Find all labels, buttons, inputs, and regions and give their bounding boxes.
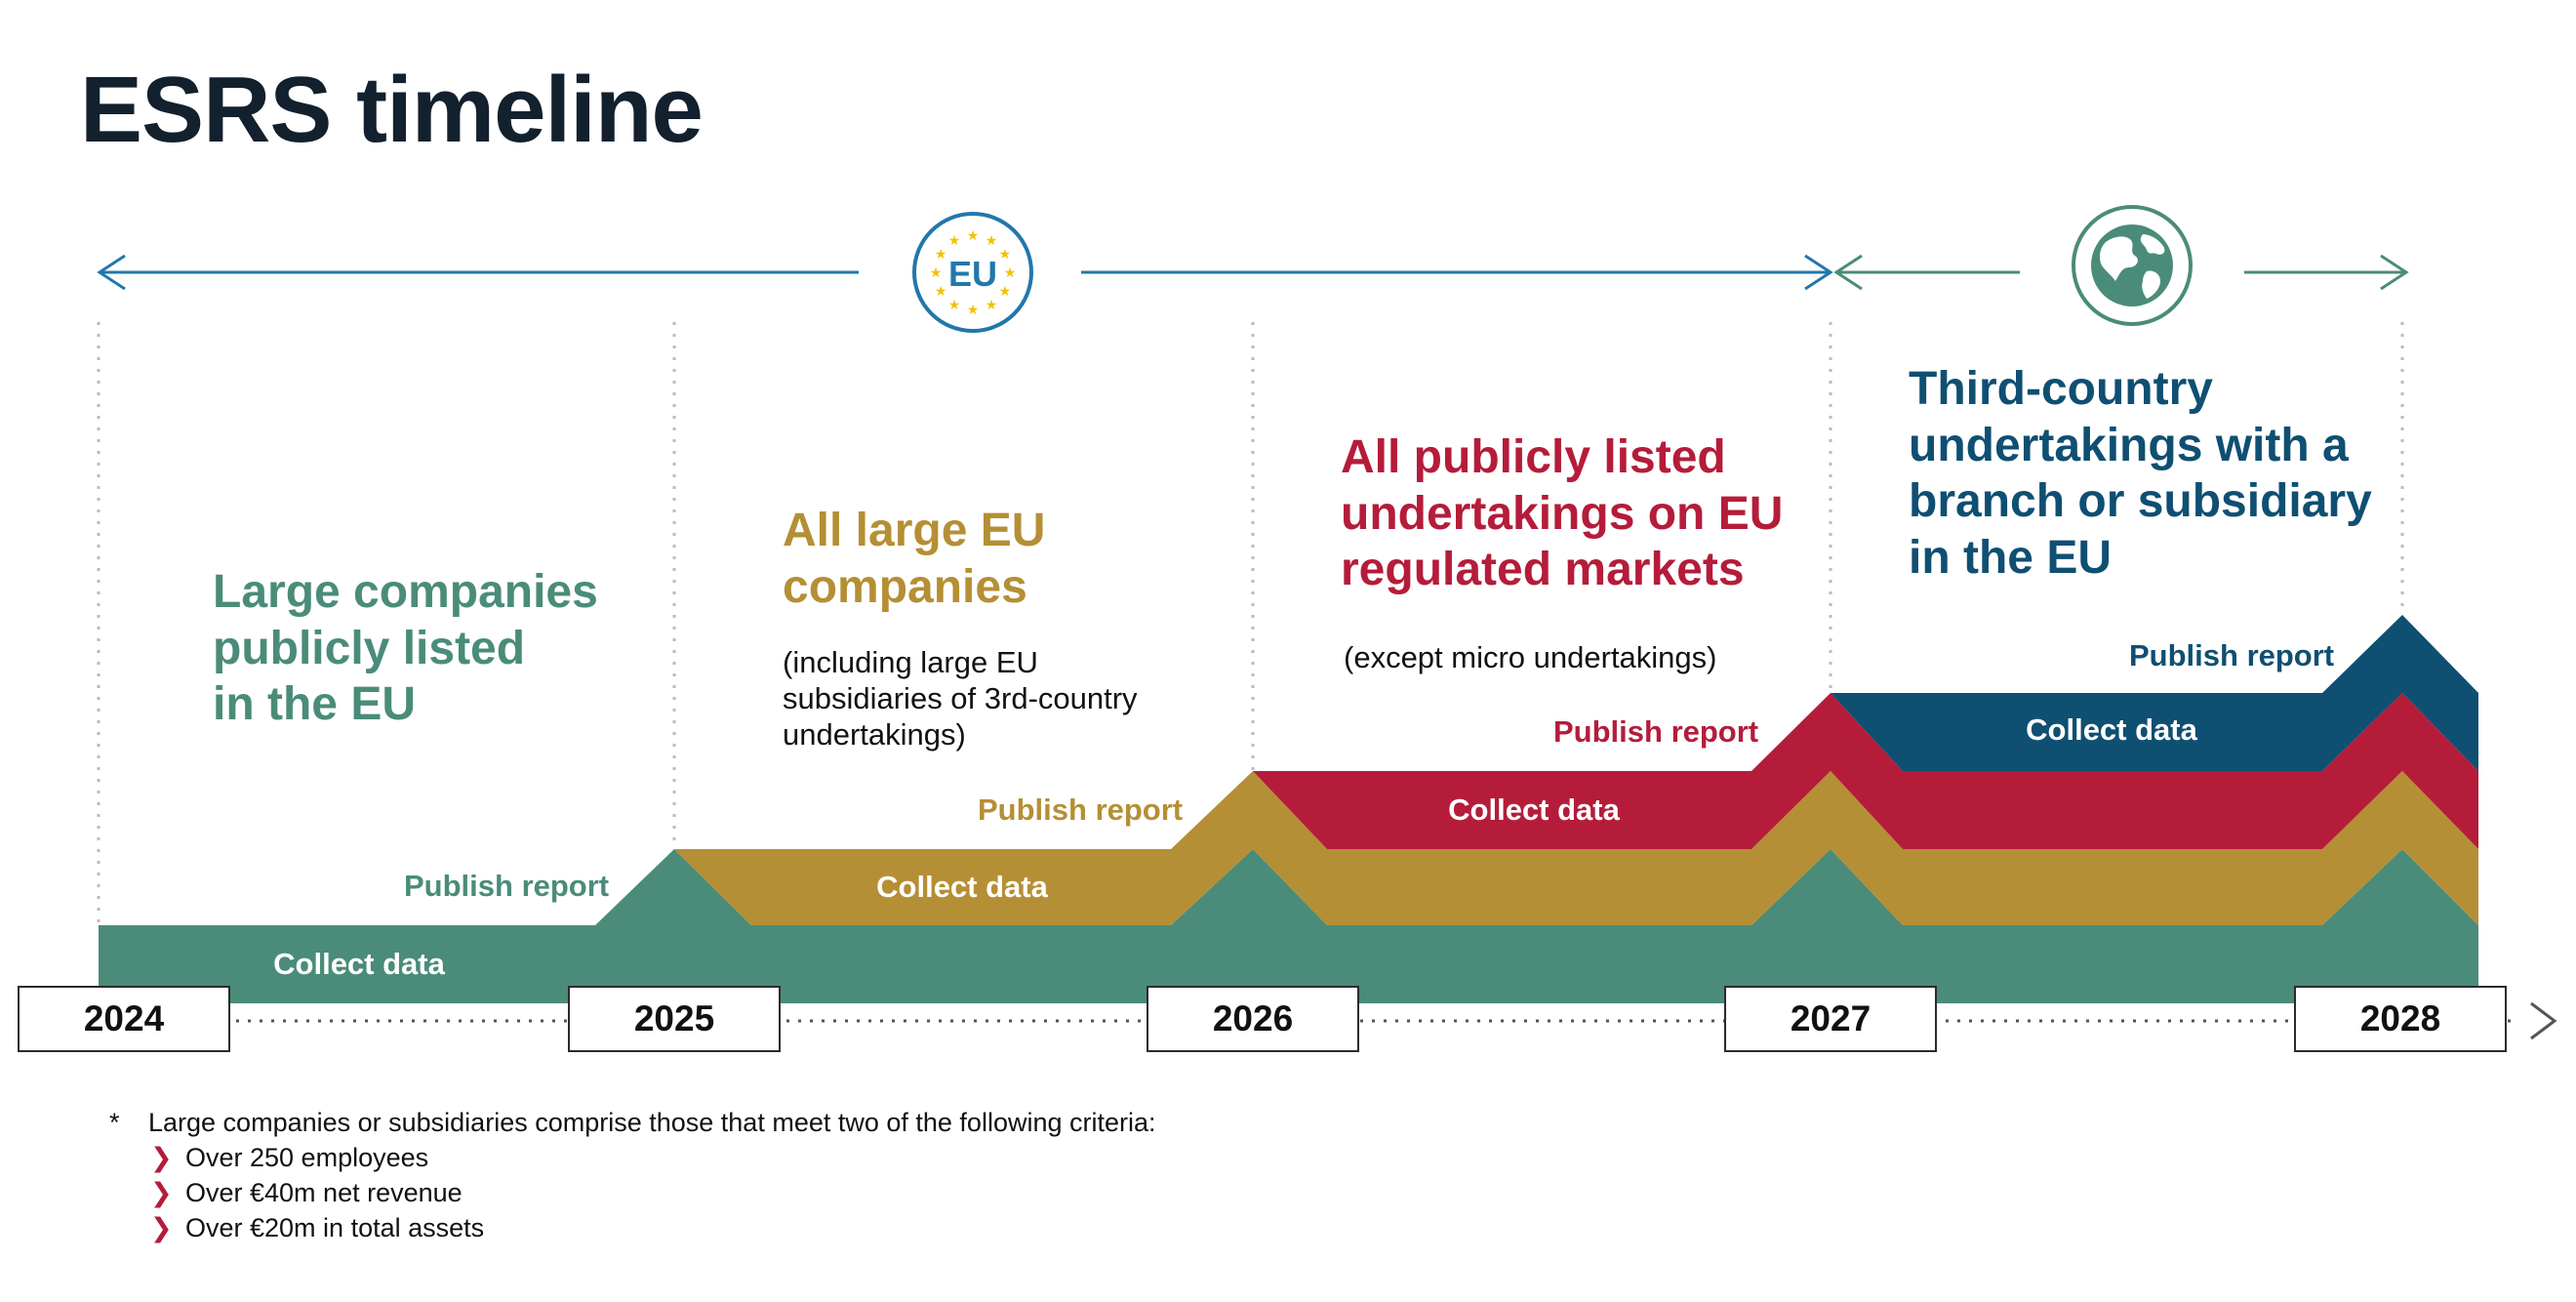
phase-2-note-line: (including large EU (783, 645, 1038, 679)
phase-3-heading-line: regulated markets (1341, 544, 1745, 596)
eu-star: ★ (986, 298, 998, 313)
phase-4-heading: Third-country undertakings with a branch… (1909, 361, 2372, 586)
phase-1-heading-line: in the EU (213, 678, 417, 731)
year-guides (97, 322, 2404, 925)
phase-3-collect-label: Collect data (1448, 793, 1620, 827)
footnote-marker: * (109, 1108, 120, 1137)
eu-star: ★ (948, 298, 961, 313)
phase-3-heading-line: undertakings on EU (1341, 487, 1784, 540)
phase-1-heading: Large companies publicly listed in the E… (213, 564, 598, 733)
year-box-2024: 2024 (18, 986, 230, 1052)
time-axis (224, 1001, 2557, 1040)
phase-4-heading-line: Third-country (1909, 363, 2213, 415)
phase-4-heading-line: branch or subsidiary (1909, 475, 2372, 528)
footnote-intro: Large companies or subsidiaries comprise… (148, 1108, 1156, 1137)
phase-1-heading-line: publicly listed (213, 622, 526, 674)
phase-3-heading-line: All publicly listed (1341, 431, 1726, 483)
eu-star: ★ (986, 233, 998, 249)
phase-1-collect-label: Collect data (273, 947, 445, 981)
eu-star: ★ (935, 247, 947, 263)
criteria-text: Over 250 employees (185, 1143, 429, 1172)
chevron-right-icon: ❯ (150, 1213, 173, 1242)
eu-star: ★ (948, 233, 961, 249)
year-box-2028: 2028 (2294, 986, 2507, 1052)
eu-star: ★ (1004, 265, 1017, 281)
band-blue (1831, 615, 2478, 771)
eu-star: ★ (999, 284, 1012, 300)
phase-2-heading-line: companies (783, 560, 1027, 613)
phase-2-note-line: subsidiaries of 3rd-country (783, 681, 1138, 716)
page-title: ESRS timeline (80, 58, 704, 162)
phase-2-heading: All large EU companies (783, 503, 1045, 615)
criteria-item: ❯ Over €20m in total assets (109, 1210, 1156, 1245)
phase-2-heading-line: All large EU (783, 505, 1046, 556)
phase-3-heading: All publicly listed undertakings on EU r… (1341, 429, 1783, 598)
year-box-2027: 2027 (1724, 986, 1937, 1052)
chevron-right-icon: ❯ (150, 1178, 173, 1207)
phase-2-note: (including large EU subsidiaries of 3rd-… (783, 644, 1138, 753)
eu-star: ★ (930, 265, 943, 281)
band-red (1253, 693, 2478, 849)
phase-3-note: (except micro undertakings) (1344, 639, 1717, 675)
phase-3-publish-label: Publish report (1553, 714, 1759, 749)
year-box-2026: 2026 (1147, 986, 1359, 1052)
eu-star: ★ (999, 247, 1012, 263)
eu-star: ★ (967, 228, 980, 244)
phase-1-heading-line: Large companies (213, 566, 598, 618)
eu-stars-icon: ★ ★★★★★★★★★★★ (930, 228, 1017, 318)
phase-2-note-line: undertakings) (783, 717, 966, 753)
chevron-right-icon: ❯ (150, 1143, 173, 1172)
eu-badge: ★ ★★★★★★★★★★★ EU (912, 212, 1033, 333)
phase-4-heading-line: in the EU (1909, 531, 2113, 584)
phase-1-publish-label: Publish report (404, 869, 610, 903)
eu-star: ★ (935, 284, 947, 300)
phase-4-heading-line: undertakings with a (1909, 419, 2349, 471)
phase-2-collect-label: Collect data (876, 870, 1048, 904)
global-scope-arrow (1833, 254, 2409, 291)
phase-4-collect-label: Collect data (2026, 712, 2197, 747)
globe-icon (2072, 205, 2193, 326)
criteria-item: ❯ Over €40m net revenue (109, 1175, 1156, 1210)
criteria-item: ❯ Over 250 employees (109, 1140, 1156, 1175)
eu-badge-label: EU (948, 254, 997, 294)
reporting-bands (99, 615, 2478, 1003)
phase-4-publish-label: Publish report (2129, 638, 2335, 672)
phase-3-note-line: (except micro undertakings) (1344, 640, 1717, 674)
criteria-text: Over €20m in total assets (185, 1213, 485, 1242)
band-green (99, 849, 2478, 1003)
eu-scope-arrow (97, 254, 1833, 291)
eu-star: ★ (967, 303, 980, 318)
band-gold (674, 771, 2478, 925)
criteria-text: Over €40m net revenue (185, 1178, 463, 1207)
year-box-2025: 2025 (568, 986, 781, 1052)
footnote: * Large companies or subsidiaries compris… (109, 1105, 1156, 1245)
phase-2-publish-label: Publish report (978, 793, 1184, 827)
